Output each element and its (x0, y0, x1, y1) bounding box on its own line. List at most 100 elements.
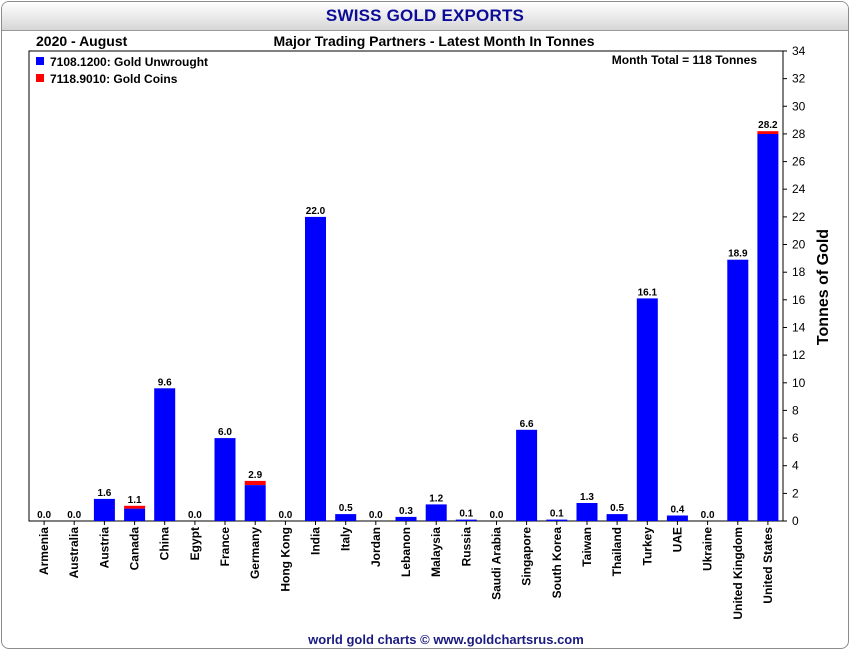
y-tick-label: 32 (792, 72, 806, 86)
bar-unwrought-taiwan (576, 503, 598, 521)
x-tick-label: Jordan (369, 527, 383, 567)
bar-coins-united-states (757, 131, 779, 134)
x-tick-label: South Korea (550, 527, 564, 599)
bar-coins-canada (124, 505, 146, 509)
x-tick-label: Turkey (640, 527, 654, 566)
bar-unwrought-china (154, 388, 176, 521)
title-bar: SWISS GOLD EXPORTS (2, 2, 848, 31)
x-tick-label: Austria (97, 527, 111, 569)
data-label: 0.1 (459, 509, 473, 520)
month-total-label: Month Total = 118 Tonnes (612, 53, 758, 67)
legend-label-unwrought: 7108.1200: Gold Unwrought (50, 55, 208, 69)
x-tick-label: Lebanon (399, 527, 413, 577)
x-tick-label: India (309, 527, 323, 555)
x-tick-label: Egypt (188, 527, 202, 560)
y-tick-label: 18 (792, 265, 806, 279)
data-label: 28.2 (758, 120, 778, 131)
data-label: 0.0 (278, 510, 292, 521)
legend: 7108.1200: Gold Unwrought 7118.9010: Gol… (36, 55, 208, 86)
y-tick-label: 12 (792, 348, 806, 362)
data-label: 16.1 (638, 287, 658, 298)
data-label: 0.3 (399, 506, 413, 517)
x-tick-label: Armenia (37, 527, 51, 575)
legend-swatch-coins (36, 74, 44, 82)
data-label: 0.0 (37, 510, 51, 521)
period-label: 2020 - August (36, 33, 128, 49)
data-label: 0.4 (670, 505, 684, 516)
y-tick-label: 2 (792, 486, 799, 500)
y-tick-label: 0 (792, 514, 799, 528)
bar-unwrought-united-kingdom (727, 259, 749, 521)
x-tick-label: United States (761, 527, 775, 604)
data-label: 6.0 (218, 427, 232, 438)
chart-subtitle: Major Trading Partners - Latest Month In… (274, 33, 595, 49)
y-tick-label: 24 (792, 182, 806, 196)
data-label: 0.5 (610, 503, 624, 514)
bar-unwrought-thailand (606, 514, 628, 521)
x-tick-label: Germany (248, 527, 262, 579)
bar-unwrought-germany (244, 485, 266, 521)
x-tick-label: United Kingdom (731, 527, 745, 620)
x-tick-label: China (158, 527, 172, 561)
y-tick-label: 10 (792, 376, 806, 390)
bar-unwrought-lebanon (395, 516, 417, 521)
y-tick-label: 6 (792, 431, 799, 445)
bar-unwrought-malaysia (425, 504, 447, 521)
data-label: 1.1 (128, 495, 142, 506)
data-label: 0.0 (369, 510, 383, 521)
x-tick-label: Russia (459, 527, 473, 567)
x-tick-label: Malaysia (429, 527, 443, 577)
y-tick-label: 4 (792, 459, 799, 473)
bar-unwrought-italy (335, 514, 357, 521)
bar-coins-germany (244, 480, 266, 485)
x-tick-label: Australia (67, 527, 81, 579)
x-tick-label: Taiwan (580, 527, 594, 567)
footer-credit: world gold charts © www.goldchartsrus.co… (307, 632, 584, 647)
x-tick-label: Hong Kong (278, 527, 292, 592)
data-label: 0.0 (701, 510, 715, 521)
bar-unwrought-united-states (757, 133, 779, 521)
y-tick-label: 30 (792, 99, 806, 113)
y-tick-label: 28 (792, 127, 806, 141)
x-tick-label: UAE (670, 527, 684, 552)
plot-area (28, 50, 784, 522)
data-label: 6.6 (520, 419, 534, 430)
data-label: 0.0 (188, 510, 202, 521)
x-tick-label: Italy (339, 527, 353, 551)
x-tick-label: Canada (128, 527, 142, 571)
legend-label-coins: 7118.9010: Gold Coins (50, 72, 178, 86)
y-tick-label: 22 (792, 210, 806, 224)
bar-unwrought-india (305, 216, 326, 521)
x-tick-label: France (218, 527, 232, 567)
data-label: 0.1 (550, 509, 564, 520)
bar-unwrought-singapore (516, 429, 538, 521)
x-tick-label: Saudi Arabia (490, 527, 504, 600)
y-axis-label: Tonnes of Gold (815, 229, 832, 345)
bar-unwrought-france (214, 438, 236, 521)
data-label: 1.2 (429, 493, 443, 504)
y-tick-label: 16 (792, 293, 806, 307)
data-label: 9.6 (158, 377, 172, 388)
bar-unwrought-austria (93, 498, 115, 521)
bar-unwrought-canada (124, 508, 146, 521)
data-label: 1.6 (97, 488, 111, 499)
y-tick-label: 14 (792, 321, 806, 335)
y-tick-label: 20 (792, 238, 806, 252)
chart-title: SWISS GOLD EXPORTS (325, 6, 525, 25)
data-label: 22.0 (306, 206, 326, 217)
x-tick-label: Thailand (610, 527, 624, 576)
y-tick-label: 34 (792, 44, 806, 58)
x-tick-label: Singapore (520, 527, 534, 586)
data-label: 0.0 (490, 510, 504, 521)
data-label: 1.3 (580, 492, 594, 503)
data-label: 0.5 (339, 503, 353, 514)
data-label: 0.0 (67, 510, 81, 521)
bar-unwrought-uae (666, 515, 688, 521)
data-label: 18.9 (728, 249, 748, 260)
y-tick-label: 8 (792, 403, 799, 417)
y-tick-label: 26 (792, 155, 806, 169)
legend-swatch-unwrought (36, 57, 44, 65)
bar-unwrought-south-korea (546, 519, 568, 521)
